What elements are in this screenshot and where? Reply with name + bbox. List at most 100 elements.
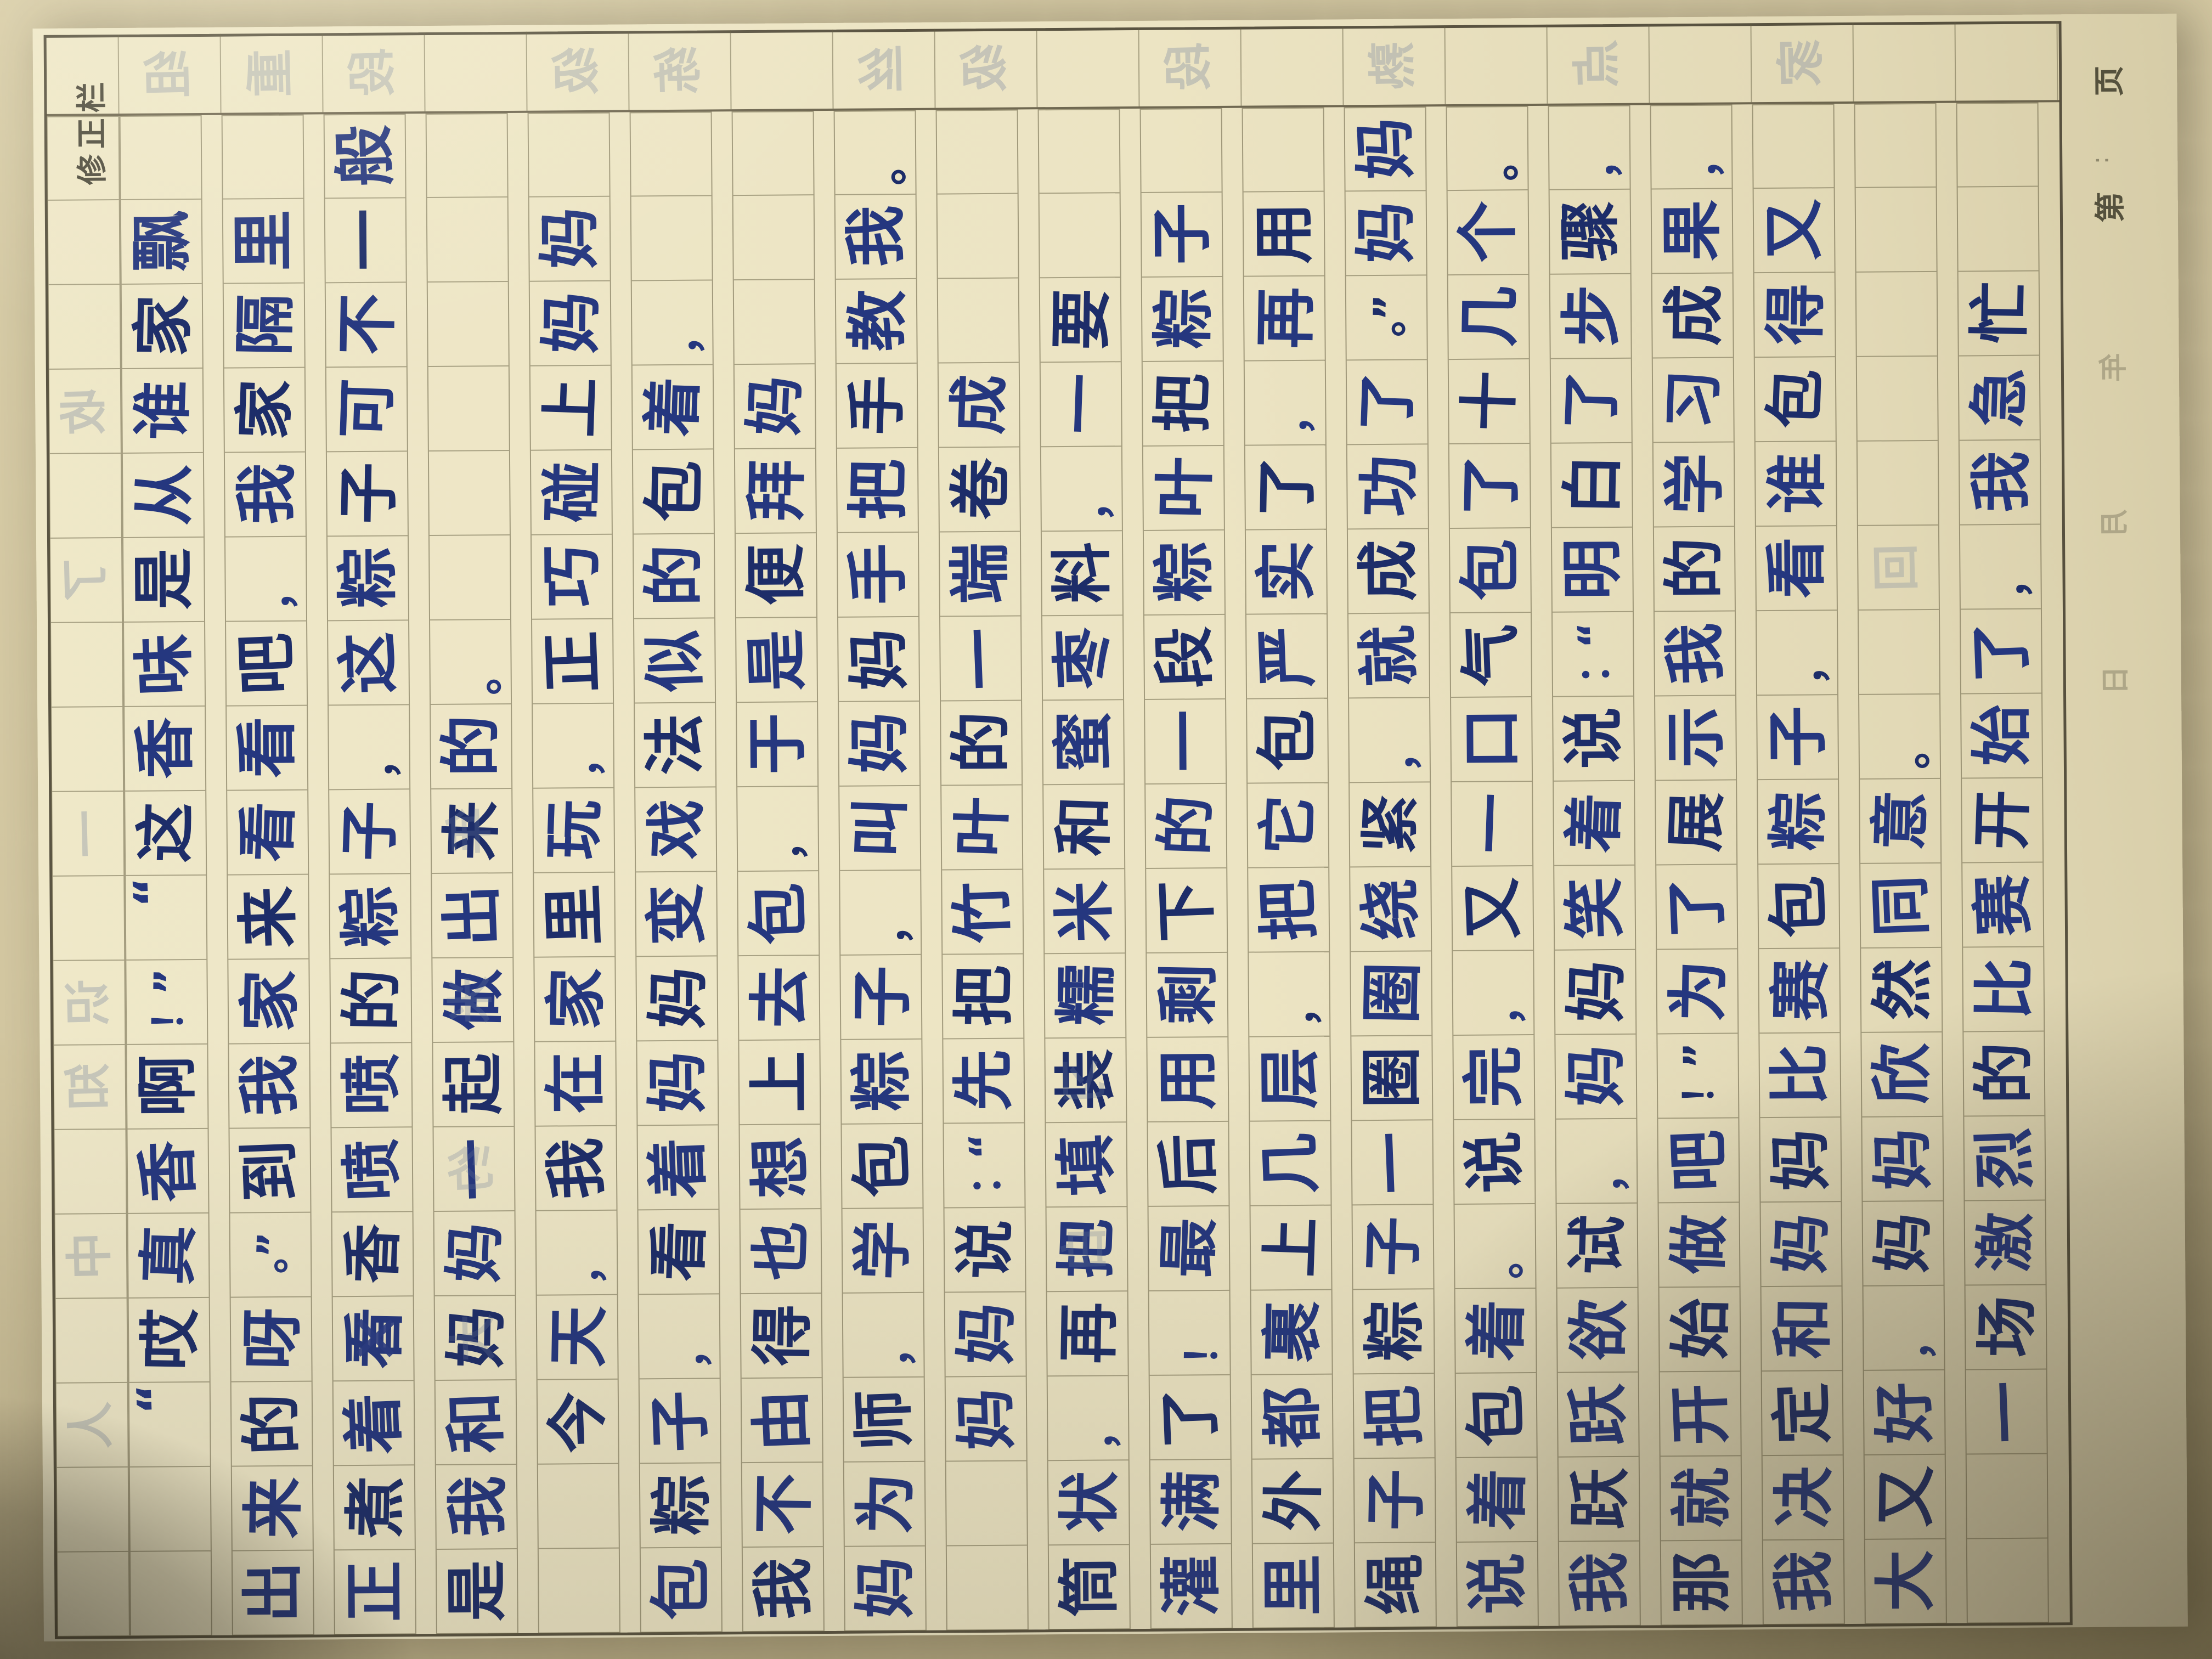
grid-cell: 说	[1457, 1541, 1538, 1627]
grid-row: 我不由得也想上去包 ， 于是便拜妈	[731, 111, 825, 1633]
grid-cell: “	[127, 1381, 210, 1466]
grid-cell: 包	[1758, 863, 1839, 949]
handwritten-char: 筒	[1053, 1556, 1126, 1618]
grid-cell	[1855, 186, 1937, 272]
handwritten-char: 忙	[1964, 282, 2037, 345]
grid-cell: 说	[944, 1206, 1025, 1292]
grid-cell: 。	[1454, 1203, 1536, 1289]
grid-cell: 米	[1044, 868, 1125, 953]
grid-cell: 妈	[529, 280, 611, 365]
ghost-char: 练	[649, 45, 708, 95]
grid-cell: 满	[1150, 1458, 1231, 1544]
handwritten-char: 十	[1454, 371, 1526, 432]
handwritten-char: 试	[1562, 1215, 1633, 1276]
grid-cell: 几	[1250, 1120, 1331, 1205]
grid-cell	[937, 193, 1018, 278]
grid-cell: 妈	[1862, 1115, 1943, 1201]
grid-cell: 示	[1655, 695, 1736, 780]
handwritten-char: 粽	[334, 885, 408, 949]
grid-cell: 子	[1757, 694, 1838, 780]
handwritten-char: 的	[1659, 538, 1731, 600]
handwritten-char: 端	[945, 543, 1017, 605]
grid-cell: 和	[1043, 783, 1125, 869]
grid-cell	[946, 1544, 1028, 1630]
grid-cell: 圈	[1351, 950, 1432, 1036]
handwritten-char: 为	[1662, 960, 1735, 1023]
handwritten-char: 妈	[1349, 117, 1423, 181]
handwritten-char: 妈	[1766, 1214, 1837, 1275]
grid-cell: 又	[1864, 1453, 1945, 1539]
grid-cell: 妈	[1345, 190, 1426, 275]
handwritten-char: 圈	[1356, 1047, 1429, 1109]
handwritten-char: 煮	[340, 1476, 413, 1538]
handwritten-char: 果	[1656, 200, 1729, 262]
page-number-suffix: 页	[2092, 65, 2128, 97]
handwritten-char: 正	[536, 630, 610, 694]
grid-cell: 严	[1246, 613, 1328, 698]
handwritten-char: 竹	[946, 881, 1020, 945]
handwritten-char: 妈	[535, 292, 608, 354]
handwritten-char: ！”	[1675, 1046, 1723, 1105]
ghost-date-char: 日	[2099, 665, 2133, 695]
grid-cell: 又	[1753, 187, 1835, 273]
handwritten-char: 满	[1156, 1471, 1229, 1533]
handwritten-char: 妈	[642, 1052, 714, 1114]
grid-row: 里外都裹上几层 ， 把它包严实了 ， 再用	[1242, 107, 1335, 1629]
handwritten-char: 我	[540, 1137, 614, 1201]
grid-cell: 的	[431, 703, 512, 789]
grid-cell: 把	[1353, 1373, 1435, 1458]
grid-cell: 教	[836, 278, 917, 363]
handwritten-char: 下	[1150, 879, 1224, 943]
handwritten-char: 段	[1148, 626, 1222, 690]
grid-cell: 的	[330, 957, 411, 1043]
handwritten-char: 意	[1865, 790, 1937, 851]
handwritten-char: 步	[1556, 285, 1629, 347]
grid-cell: 又	[1452, 865, 1533, 951]
grid-cell: 便	[735, 532, 816, 618]
grid-cell: 妈	[838, 616, 919, 701]
grid-cell: 跃	[1558, 1455, 1639, 1541]
handwritten-char: 了	[1352, 371, 1424, 433]
ghost-char: 段	[343, 47, 402, 98]
grid-cell: 妈	[844, 1545, 926, 1630]
grid-row: 妈为师，学包粽子，叫妈妈手把手教我。	[833, 110, 927, 1632]
handwritten-char: 跃	[1562, 1384, 1636, 1447]
handwritten-char: 包	[1762, 876, 1836, 939]
handwritten-char: 比	[1968, 958, 2041, 1020]
handwritten-char: 一	[1356, 1132, 1430, 1195]
grid-cell: ，	[843, 1291, 924, 1377]
handwritten-char: 飘	[126, 211, 198, 272]
grid-cell: 它	[1248, 782, 1329, 867]
ghost-char: 组	[139, 49, 198, 99]
handwritten-char: 妈	[534, 208, 606, 269]
handwritten-char: 。	[458, 652, 509, 697]
writing-grid: 人中知识一了收 “哎真香啊！” “这香味是从谁家飘出来的呀。” 到我家来看看吧，我家隔…	[46, 101, 2049, 1637]
handwritten-char: 把	[1358, 1385, 1432, 1449]
grid-cell: 为	[1657, 948, 1738, 1034]
grid-row: 是我和 妈大 妈 一约 起 做米 出 来年 的 。	[425, 113, 518, 1635]
handwritten-char: 可	[331, 379, 403, 440]
grid-cell: 几	[1448, 274, 1529, 359]
handwritten-char: 比	[1764, 1045, 1837, 1106]
grid-cell: 谁	[122, 367, 203, 453]
grid-cell: 后	[1148, 1120, 1229, 1206]
correction-cell: 练	[629, 30, 732, 110]
handwritten-char: ，	[667, 1327, 718, 1370]
handwritten-char: 把	[1148, 373, 1220, 435]
grid-cell	[53, 874, 125, 960]
grid-cell: 。	[1447, 105, 1528, 190]
handwritten-char: 妈	[1560, 1046, 1633, 1107]
handwritten-char: 成	[944, 374, 1015, 436]
grid-cell: 妈	[636, 955, 718, 1041]
handwritten-char: 我	[840, 206, 912, 267]
grid-cell	[55, 1297, 127, 1383]
grid-cell: 了	[1245, 444, 1326, 529]
grid-row: 包粽子，看着妈妈变戏法似的包着，	[629, 111, 723, 1633]
grid-cell	[1957, 101, 2038, 187]
grid-cell: 谁	[1755, 441, 1836, 526]
handwritten-char: 糯	[1050, 964, 1123, 1026]
handwritten-char: 笑	[1558, 877, 1632, 940]
handwritten-char: 着	[642, 1137, 716, 1200]
handwritten-char: 着	[637, 376, 709, 438]
correction-cell: 级	[935, 28, 1038, 108]
